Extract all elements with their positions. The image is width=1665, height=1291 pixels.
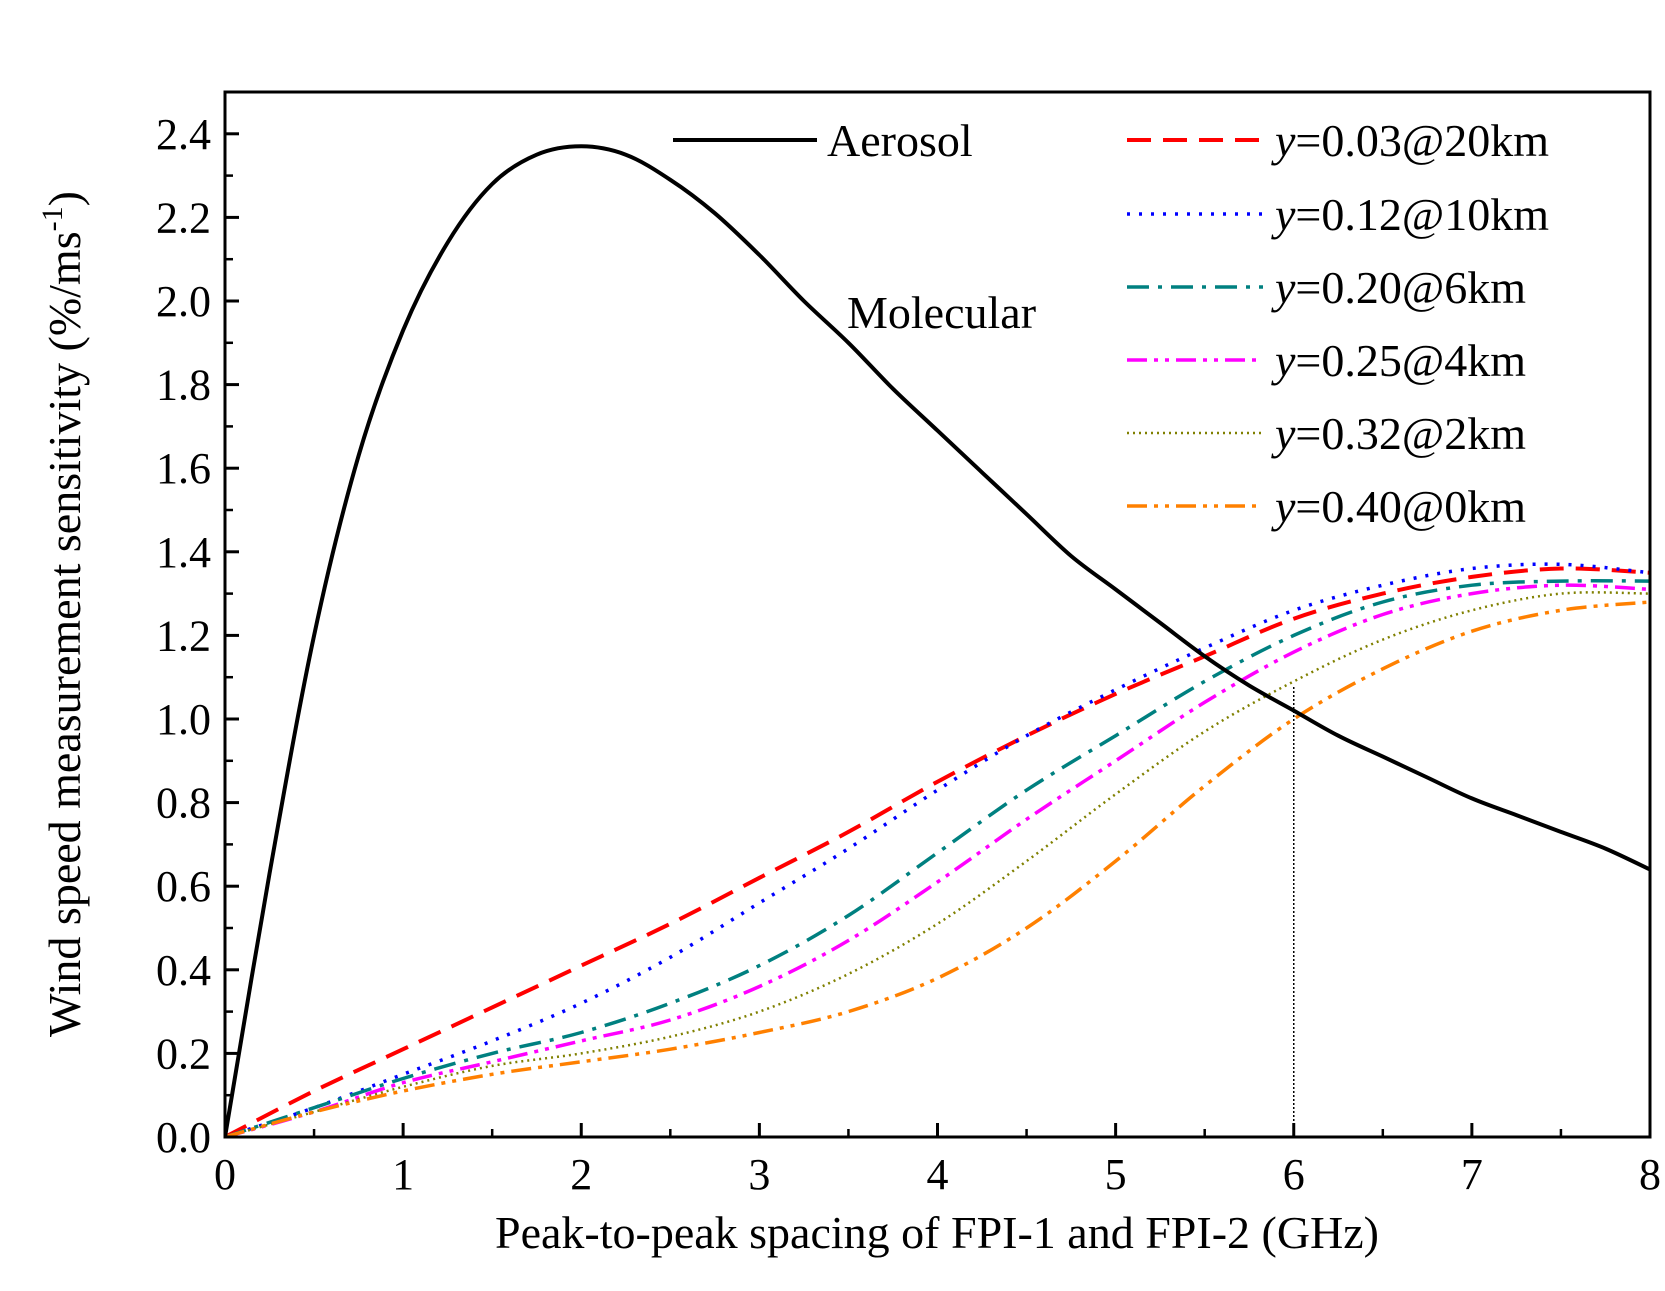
x-tick-label: 7 — [1461, 1150, 1483, 1199]
legend-var: y — [1271, 481, 1296, 532]
y-tick-label: 2.0 — [156, 277, 211, 326]
y-axis-title-main: Wind speed measurement sensitivity (%/ms — [39, 231, 90, 1037]
x-axis-title: Peak-to-peak spacing of FPI-1 and FPI-2 … — [495, 1207, 1379, 1258]
x-tick-label: 4 — [927, 1150, 949, 1199]
x-tick-label: 3 — [748, 1150, 770, 1199]
series-line-y-0-40-0km — [225, 600, 1650, 1137]
y-tick-label: 2.4 — [156, 110, 211, 159]
legend-var: y — [1271, 115, 1296, 166]
series-line-aerosol — [225, 144, 1650, 1137]
molecular-label: Molecular — [847, 287, 1036, 338]
y-axis-title-sup: -1 — [36, 206, 69, 231]
legend-label: y=0.03@20km — [1271, 115, 1549, 166]
y-tick-label: 1.8 — [156, 361, 211, 410]
y-tick-label: 0.2 — [156, 1029, 211, 1078]
y-tick-label: 1.4 — [156, 528, 211, 577]
y-tick-label: 1.0 — [156, 695, 211, 744]
x-tick-label: 1 — [392, 1150, 414, 1199]
legend-label: y=0.20@6km — [1271, 262, 1526, 313]
plot-area — [225, 92, 1650, 1137]
legend-var: y — [1271, 335, 1296, 386]
legend-label-aerosol: Aerosol — [827, 115, 973, 166]
y-tick-label: 1.6 — [156, 444, 211, 493]
x-tick-label: 2 — [570, 1150, 592, 1199]
legend-value: =0.40@0km — [1295, 481, 1526, 532]
legend-var: y — [1271, 262, 1296, 313]
legend-label: y=0.40@0km — [1271, 481, 1526, 532]
y-tick-label: 0.4 — [156, 946, 211, 995]
legend-label: y=0.32@2km — [1271, 408, 1526, 459]
y-axis-title-close: ) — [39, 191, 90, 206]
x-tick-label: 6 — [1283, 1150, 1305, 1199]
series-line-y-0-12-10km — [225, 562, 1650, 1137]
y-axis-title: Wind speed measurement sensitivity (%/ms… — [36, 191, 90, 1037]
series-layer — [225, 144, 1650, 1137]
legend-value: =0.25@4km — [1295, 335, 1526, 386]
legend-value: =0.32@2km — [1295, 408, 1526, 459]
legend-var: y — [1271, 189, 1296, 240]
legend-value: =0.20@6km — [1295, 262, 1526, 313]
tick-labels-layer: 0 1 2 3 4 5 6 7 8 0.0 0.2 0.4 0.6 0.8 1.0 1.2 1.4 1.6 1.8 2… — [156, 110, 1661, 1199]
y-tick-label: 0.8 — [156, 779, 211, 828]
x-tick-label: 5 — [1105, 1150, 1127, 1199]
y-tick-label: 0.6 — [156, 862, 211, 911]
legend-label: y=0.25@4km — [1271, 335, 1526, 386]
legend-value: =0.03@20km — [1295, 115, 1549, 166]
legend: Aerosol y=0.03@20kmy=0.12@10kmy=0.20@6kmy… — [673, 115, 1549, 532]
legend-label: y=0.12@10km — [1271, 189, 1549, 240]
x-tick-label: 8 — [1639, 1150, 1661, 1199]
series-line-y-0-03-20km — [225, 566, 1650, 1137]
y-tick-label: 2.2 — [156, 193, 211, 242]
legend-var: y — [1271, 408, 1296, 459]
legend-value: =0.12@10km — [1295, 189, 1549, 240]
x-tick-label: 0 — [214, 1150, 236, 1199]
y-tick-label: 0.0 — [156, 1113, 211, 1162]
y-tick-label: 1.2 — [156, 611, 211, 660]
series-line-y-0-25-4km — [225, 583, 1650, 1137]
ticks-layer — [223, 90, 1652, 1139]
